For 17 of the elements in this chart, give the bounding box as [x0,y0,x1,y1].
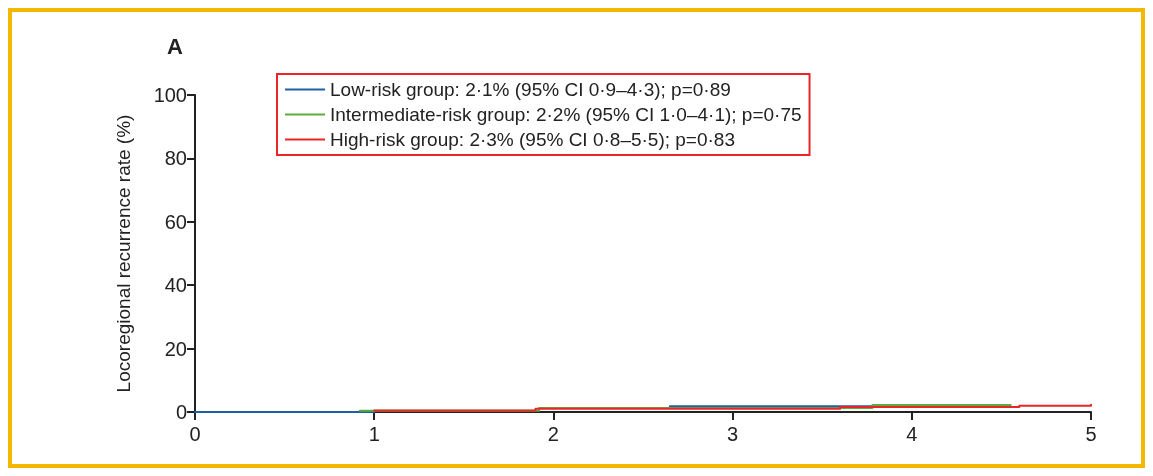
x-tick-label: 4 [906,423,918,445]
legend-label: Low-risk group: 2·1% (95% CI 0·9–4·3); p=0·89 [330,79,731,100]
x-tick-label: 0 [189,423,201,445]
legend-label: Intermediate-risk group: 2·2% (95% CI 1·0–4·1); p=0·75 [330,104,802,125]
y-tick-label: 20 [164,337,187,360]
y-tick-label: 0 [175,401,187,423]
x-tick-label: 3 [727,423,739,445]
x-tick-label: 2 [547,423,559,445]
y-tick-label: 60 [164,210,187,233]
legend-label: High-risk group: 2·3% (95% CI 0·8–5·5); p=0·83 [330,129,735,150]
y-tick-label: 80 [164,147,187,170]
chart-title: A [167,33,183,59]
y-axis-title: Locoregional recurrence rate (%) [112,114,134,393]
y-tick-label: 100 [153,84,187,106]
x-tick-label: 1 [368,423,380,445]
x-tick-label: 5 [1085,423,1097,445]
y-tick-label: 40 [164,274,187,297]
